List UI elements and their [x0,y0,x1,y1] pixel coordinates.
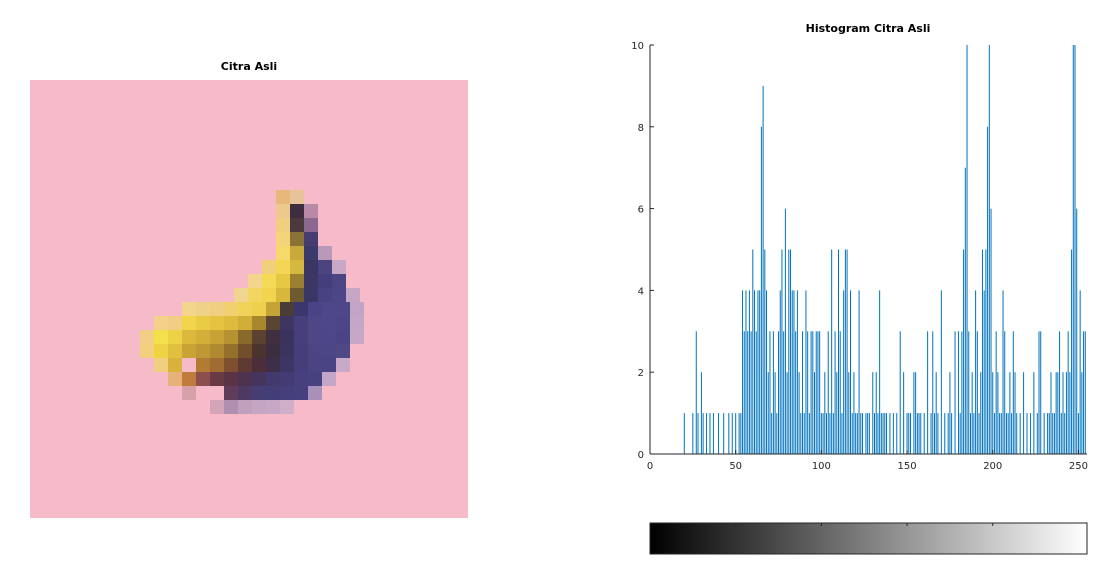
x-tick-label: 0 [647,461,653,472]
histogram-axes [649,45,1087,455]
colorbar-gradient [649,522,1088,555]
x-tick-label: 200 [983,461,1002,472]
y-tick-label: 4 [638,286,644,297]
histogram-title: Histogram Citra Asli [806,22,931,35]
y-tick-label: 8 [638,123,644,134]
image-title: Citra Asli [220,60,278,73]
y-tick-label: 10 [631,41,644,52]
histogram-bars [683,45,1086,454]
y-tick-label: 2 [638,368,644,379]
original-image [30,80,468,518]
banana-pixels [140,190,364,414]
x-axis-ticks: 0 50 100 150 200 250 [647,450,1088,472]
x-tick-label: 250 [1069,461,1088,472]
x-tick-label: 150 [898,461,917,472]
x-tick-label: 100 [812,461,831,472]
banana-picture [30,80,468,518]
y-axis-ticks: 0 2 4 6 8 10 [631,41,654,461]
grayscale-colorbar [649,522,1088,555]
x-tick-label: 50 [729,461,742,472]
y-tick-label: 0 [638,450,644,461]
y-tick-label: 6 [638,205,644,216]
